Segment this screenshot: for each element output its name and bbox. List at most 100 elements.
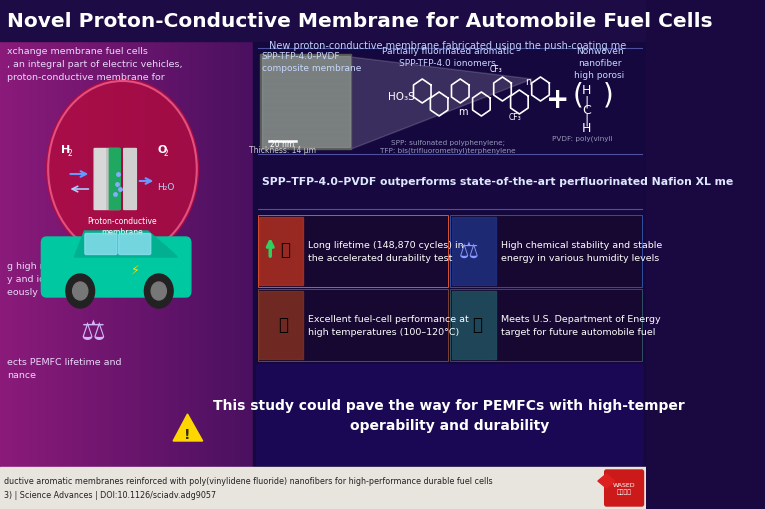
Bar — [89, 42, 91, 467]
Bar — [116, 42, 119, 467]
Circle shape — [145, 274, 173, 308]
Bar — [54, 42, 56, 467]
Bar — [10, 42, 13, 467]
Bar — [76, 42, 79, 467]
Bar — [450, 216, 642, 288]
Bar — [450, 216, 642, 288]
Text: Meets U.S. Department of Energy
target for future automobile fuel: Meets U.S. Department of Energy target f… — [501, 315, 660, 336]
Text: 🔋: 🔋 — [278, 316, 288, 333]
Text: H₂O: H₂O — [157, 183, 174, 191]
Bar — [258, 290, 448, 361]
Bar — [157, 42, 160, 467]
FancyBboxPatch shape — [41, 238, 190, 297]
Bar — [253, 42, 646, 467]
Text: Thickness: 14 μm: Thickness: 14 μm — [249, 146, 316, 155]
Bar — [33, 42, 35, 467]
Bar — [259, 292, 303, 359]
Bar — [168, 42, 170, 467]
Bar — [13, 42, 15, 467]
Text: g high membrane
y and ion conductivity
eously is challenging: g high membrane y and ion conductivity e… — [7, 262, 112, 297]
Bar — [262, 57, 350, 148]
Bar — [241, 42, 243, 467]
Bar — [18, 42, 20, 467]
Bar — [170, 42, 172, 467]
Bar — [137, 42, 139, 467]
Bar — [185, 42, 187, 467]
Bar — [15, 42, 18, 467]
Polygon shape — [74, 232, 177, 258]
Text: Long lifetime (148,870 cycles) in
the accelerated durability test: Long lifetime (148,870 cycles) in the ac… — [308, 241, 464, 262]
Bar — [205, 42, 208, 467]
Bar — [177, 42, 180, 467]
Bar — [31, 42, 33, 467]
Text: Partially fluorinated aromatic
SPP-TFP-4.0 ionomers: Partially fluorinated aromatic SPP-TFP-4… — [382, 47, 513, 68]
Bar — [43, 42, 46, 467]
FancyBboxPatch shape — [109, 149, 120, 210]
FancyBboxPatch shape — [119, 234, 151, 255]
FancyBboxPatch shape — [604, 470, 643, 506]
Text: ⚡: ⚡ — [131, 263, 139, 276]
Text: ductive aromatic membranes reinforced with poly(vinylidene fluoride) nanofibers : ductive aromatic membranes reinforced wi… — [5, 476, 493, 486]
Bar — [193, 42, 195, 467]
Bar — [216, 42, 218, 467]
Text: m: m — [458, 107, 467, 117]
Bar — [8, 42, 10, 467]
Text: C: C — [583, 103, 591, 116]
Circle shape — [66, 274, 95, 308]
Bar — [48, 42, 50, 467]
Bar — [147, 42, 149, 467]
Bar — [99, 42, 101, 467]
Bar — [35, 42, 38, 467]
Bar — [213, 42, 216, 467]
Bar — [135, 42, 137, 467]
Bar — [210, 42, 213, 467]
Text: H: H — [582, 121, 591, 134]
Text: ): ) — [603, 81, 614, 109]
Bar — [236, 42, 238, 467]
Bar — [228, 42, 230, 467]
Polygon shape — [173, 414, 203, 441]
Bar — [249, 42, 251, 467]
Bar — [452, 292, 496, 359]
Bar — [160, 42, 162, 467]
Bar — [79, 42, 81, 467]
Text: ⚖: ⚖ — [80, 318, 106, 345]
Bar — [220, 42, 223, 467]
Bar — [195, 42, 197, 467]
Bar — [127, 42, 129, 467]
Bar — [41, 42, 43, 467]
Text: PVDF: poly(vinyli: PVDF: poly(vinyli — [552, 135, 613, 141]
FancyBboxPatch shape — [124, 149, 136, 210]
Text: H: H — [582, 83, 591, 96]
Text: ⚖: ⚖ — [459, 242, 479, 262]
Bar — [28, 42, 31, 467]
Text: This study could pave the way for PEMFCs with high-temper
operability and durabi: This study could pave the way for PEMFCs… — [213, 398, 685, 433]
Text: Nonwoven
nanofiber
high porosi: Nonwoven nanofiber high porosi — [575, 47, 625, 79]
Bar — [129, 42, 132, 467]
Bar — [132, 42, 135, 467]
Bar — [104, 42, 106, 467]
Bar — [180, 42, 182, 467]
Bar — [25, 42, 28, 467]
Bar — [58, 42, 60, 467]
Text: 3) | Science Advances | DOI:10.1126/sciadv.adg9057: 3) | Science Advances | DOI:10.1126/scia… — [5, 491, 216, 499]
Bar — [73, 42, 76, 467]
Bar — [200, 42, 203, 467]
Bar — [226, 42, 228, 467]
Bar — [81, 42, 83, 467]
Bar — [66, 42, 68, 467]
Text: +: + — [545, 86, 569, 114]
Bar — [63, 42, 66, 467]
Text: Novel Proton-Conductive Membrane for Automobile Fuel Cells: Novel Proton-Conductive Membrane for Aut… — [7, 12, 712, 31]
Polygon shape — [351, 58, 532, 150]
Bar — [145, 42, 147, 467]
Text: SPP-TFP-4.0-PVDF
composite membrane: SPP-TFP-4.0-PVDF composite membrane — [262, 52, 361, 73]
Text: New proton-conductive membrane fabricated using the push-coating me: New proton-conductive membrane fabricate… — [269, 41, 627, 51]
Bar — [238, 42, 241, 467]
Text: CF₃: CF₃ — [509, 113, 522, 122]
Bar — [164, 42, 168, 467]
Bar — [56, 42, 58, 467]
Bar — [96, 42, 99, 467]
Bar — [124, 42, 127, 467]
Bar — [175, 42, 177, 467]
